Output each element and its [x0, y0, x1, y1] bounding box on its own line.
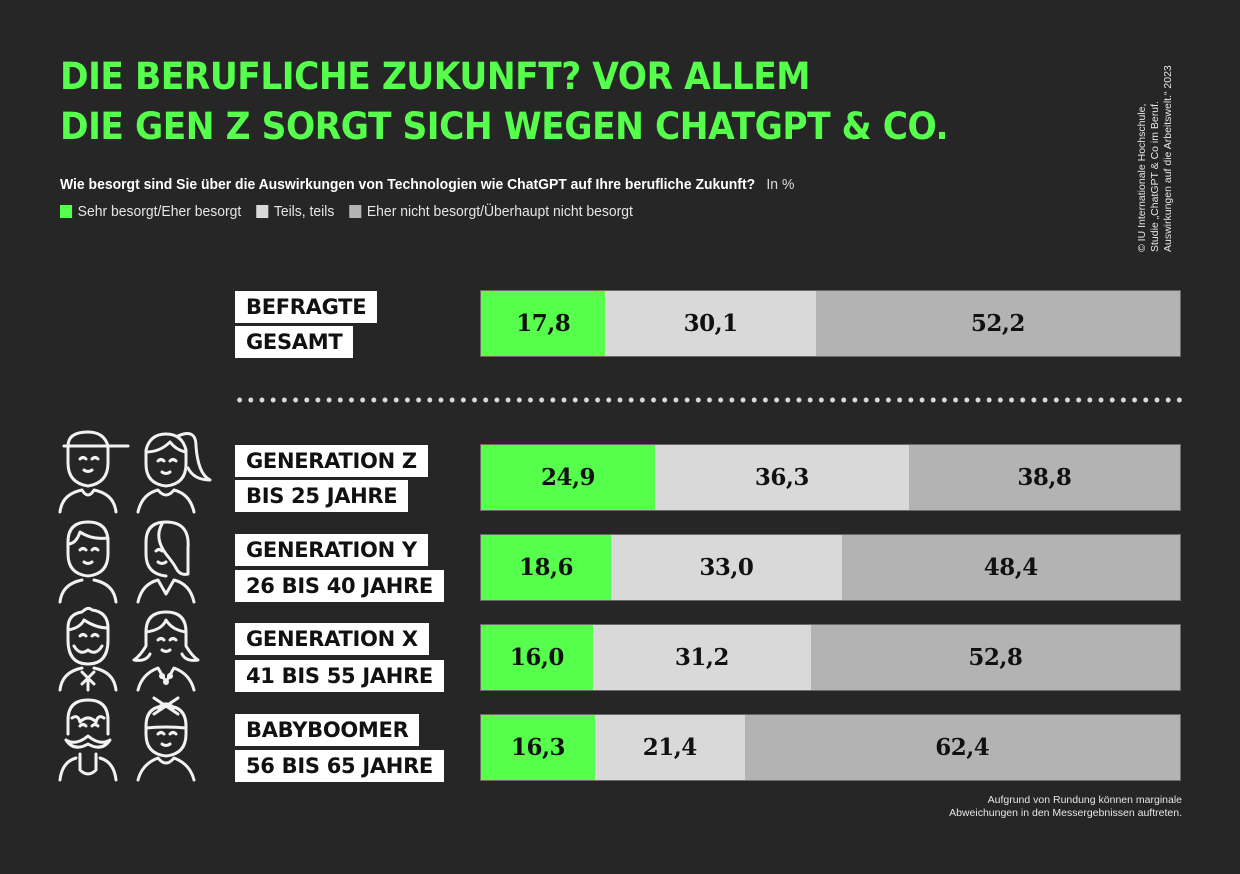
legend-swatch-green: [60, 205, 73, 218]
source-credit: © IU Internationale Hochschule, Studie „…: [1136, 65, 1175, 252]
gen-z-people-icon: [58, 430, 212, 514]
unit-label: In %: [766, 176, 795, 193]
page-title: DIE BERUFLICHE ZUKUNFT? VOR ALLEM DIE GE…: [60, 52, 949, 152]
legend: Sehr besorgt/Eher besorgt Teils, teils E…: [60, 203, 633, 220]
segment-neutral: 33,0: [611, 535, 842, 600]
row-label-gen-y-line1: GENERATION Y: [235, 534, 428, 566]
row-label-total-line2: GESAMT: [235, 326, 354, 358]
babyboomer-people-icon: [58, 696, 196, 782]
footnote-line: Aufgrund von Rundung können marginale: [987, 794, 1182, 806]
segment-concerned: 16,3: [481, 715, 595, 780]
segment-not-concerned: 48,4: [841, 535, 1180, 600]
segment-concerned: 16,0: [481, 625, 593, 690]
row-label-babyboomer-line1: BABYBOOMER: [235, 714, 420, 746]
credit-line: Auswirkungen auf die Arbeitswelt.“ 2023: [1162, 65, 1174, 252]
credit-line: Studie „ChatGPT & Co im Beruf.: [1149, 101, 1161, 252]
row-label-gen-y-line2: 26 BIS 40 JAHRE: [235, 570, 444, 602]
row-label-babyboomer-line2: 56 BIS 65 JAHRE: [235, 750, 444, 782]
segment-not-concerned: 38,8: [908, 445, 1180, 510]
legend-label: Teils, teils: [273, 203, 335, 220]
row-label-gen-x-line2: 41 BIS 55 JAHRE: [235, 660, 444, 692]
survey-question: Wie besorgt sind Sie über die Auswirkung…: [60, 176, 794, 193]
bar-gen-y: 18,6 33,0 48,4: [480, 534, 1181, 601]
legend-item-concerned: Sehr besorgt/Eher besorgt: [60, 203, 241, 220]
gen-y-people-icon: [58, 520, 196, 604]
legend-label: Eher nicht besorgt/Überhaupt nicht besor…: [366, 203, 633, 220]
legend-swatch-gray: [349, 205, 362, 218]
credit-line: © IU Internationale Hochschule,: [1136, 103, 1148, 252]
bar-total: 17,8 30,1 52,2: [480, 290, 1181, 357]
row-label-gen-z-line1: GENERATION Z: [235, 445, 428, 477]
title-line-2: DIE GEN Z SORGT SICH WEGEN CHATGPT & CO.: [60, 105, 949, 148]
segment-not-concerned: 62,4: [744, 715, 1180, 780]
row-label-gen-x-line1: GENERATION X: [235, 623, 429, 655]
legend-item-neutral: Teils, teils: [256, 203, 334, 220]
segment-neutral: 30,1: [605, 291, 816, 356]
bar-gen-z: 24,9 36,3 38,8: [480, 444, 1181, 511]
legend-swatch-lightgray: [256, 205, 269, 218]
segment-not-concerned: 52,8: [810, 625, 1180, 690]
title-line-1: DIE BERUFLICHE ZUKUNFT? VOR ALLEM: [60, 55, 811, 98]
footnote-line: Abweichungen in den Messergebnissen auft…: [949, 807, 1182, 819]
legend-label: Sehr besorgt/Eher besorgt: [77, 203, 242, 220]
segment-neutral: 21,4: [594, 715, 745, 780]
segment-concerned: 18,6: [481, 535, 611, 600]
bar-babyboomer: 16,3 21,4 62,4: [480, 714, 1181, 781]
gen-x-people-icon: [58, 606, 200, 692]
rounding-footnote: Aufgrund von Rundung können marginale Ab…: [949, 794, 1182, 820]
question-text: Wie besorgt sind Sie über die Auswirkung…: [60, 176, 756, 193]
segment-neutral: 31,2: [592, 625, 811, 690]
row-label-gen-z-line2: BIS 25 JAHRE: [235, 480, 409, 512]
bar-gen-x: 16,0 31,2 52,8: [480, 624, 1181, 691]
segment-neutral: 36,3: [655, 445, 909, 510]
segment-concerned: 17,8: [481, 291, 606, 356]
segment-not-concerned: 52,2: [815, 291, 1180, 356]
row-label-total-line1: BEFRAGTE: [235, 291, 378, 323]
legend-item-not-concerned: Eher nicht besorgt/Überhaupt nicht besor…: [349, 203, 633, 220]
dotted-divider: [234, 397, 1182, 403]
segment-concerned: 24,9: [481, 445, 656, 510]
